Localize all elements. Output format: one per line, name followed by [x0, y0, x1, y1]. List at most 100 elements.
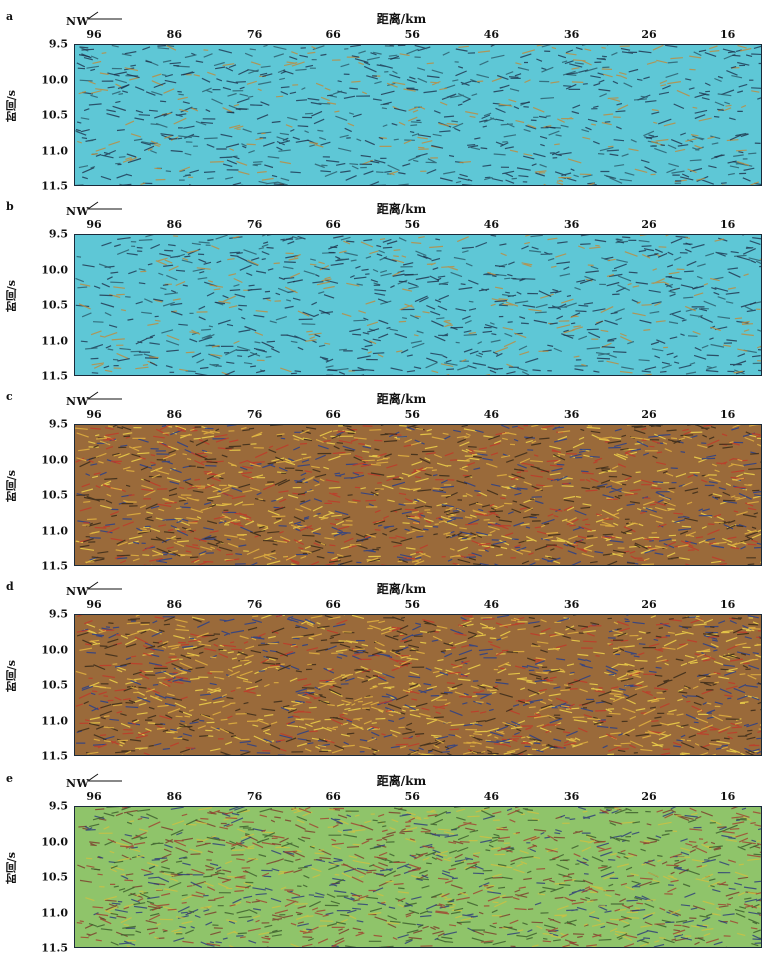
seismic-texture [75, 45, 761, 185]
direction-label: NW [66, 205, 90, 218]
seismic-plot [74, 234, 762, 376]
direction-label: NW [66, 777, 90, 790]
x-tick-labels: 96 86 76 66 56 46 36 26 16 [74, 598, 762, 612]
x-tick-label: 86 [166, 790, 182, 803]
y-tick-label: 11.5 [41, 749, 68, 763]
y-axis-label: 时间/s [5, 470, 18, 503]
direction-arrow-icon [88, 773, 122, 782]
x-tick-label: 66 [325, 598, 341, 611]
direction-indicator: NW [66, 10, 122, 28]
x-tick-label: 86 [166, 218, 182, 231]
y-tick-label: 9.5 [48, 607, 68, 621]
x-tick-label: 26 [641, 598, 657, 611]
y-tick-label: 11.5 [41, 559, 68, 573]
y-axis-label: 时间/s [5, 280, 18, 313]
seismic-event-strokes [76, 615, 761, 755]
x-tick-label: 36 [563, 408, 580, 421]
direction-label: NW [66, 15, 90, 28]
y-tick-label: 10.0 [41, 73, 68, 86]
seismic-event-strokes [75, 45, 761, 185]
panel-b: b NW 距离/km 96 86 76 66 56 46 36 26 16 9.5 10.0 10.… [0, 200, 783, 383]
y-tick-label: 11.5 [41, 369, 68, 383]
y-tick-label: 10.0 [41, 835, 68, 848]
panel-d: d NW 距离/km 96 86 76 66 56 46 36 26 16 9.5 10.0 10.… [0, 580, 783, 763]
seismic-texture [75, 235, 761, 375]
x-tick-label: 16 [719, 598, 736, 611]
y-tick-label: 10.0 [41, 263, 68, 276]
seismic-event-strokes [84, 807, 761, 947]
y-tick-label: 11.0 [41, 144, 68, 157]
seismic-event-strokes [77, 45, 760, 185]
panel-letter: a [6, 10, 14, 23]
x-tick-label: 36 [563, 598, 580, 611]
x-tick-label: 16 [719, 218, 736, 231]
x-tick-label: 66 [325, 790, 341, 803]
x-tick-label: 96 [86, 28, 102, 41]
seismic-event-strokes [75, 615, 761, 755]
x-tick-label: 96 [86, 598, 102, 611]
seismic-texture [75, 615, 761, 755]
x-axis-label: 距离/km [376, 12, 427, 26]
panel-c: c NW 距离/km 96 86 76 66 56 46 36 26 16 9.5 10.0 10.… [0, 390, 783, 573]
y-tick-label: 9.5 [48, 227, 68, 241]
x-tick-label: 16 [719, 790, 736, 803]
x-tick-label: 36 [563, 790, 580, 803]
x-tick-label: 76 [246, 790, 263, 803]
y-tick-labels: 9.5 10.0 10.5 11.0 11.5 [0, 228, 70, 383]
y-tick-label: 9.5 [48, 799, 68, 813]
seismic-event-strokes [75, 235, 761, 375]
x-tick-label: 16 [719, 28, 736, 41]
x-tick-label: 76 [246, 598, 263, 611]
x-tick-labels: 96 86 76 66 56 46 36 26 16 [74, 408, 762, 422]
x-tick-label: 86 [166, 28, 182, 41]
seismic-plot [74, 44, 762, 186]
x-tick-label: 36 [563, 218, 580, 231]
seismic-event-strokes [75, 425, 761, 565]
direction-arrow-icon [88, 201, 122, 210]
seismic-plot [74, 806, 762, 948]
panel-letter: c [6, 390, 13, 403]
y-tick-label: 11.0 [41, 906, 68, 919]
x-axis-label: 距离/km [376, 202, 427, 216]
direction-arrow-icon [88, 391, 122, 400]
y-tick-label: 10.0 [41, 453, 68, 466]
direction-label: NW [66, 395, 90, 408]
x-axis-label: 距离/km [376, 774, 427, 788]
x-tick-label: 26 [641, 790, 657, 803]
x-tick-label: 56 [404, 408, 420, 421]
panel-letter: b [6, 200, 14, 213]
x-tick-label: 46 [483, 408, 500, 421]
x-tick-label: 96 [86, 790, 102, 803]
seismic-texture [75, 807, 761, 947]
direction-arrow-icon [88, 581, 122, 590]
y-tick-label: 10.5 [41, 870, 68, 884]
x-tick-label: 66 [325, 28, 341, 41]
y-tick-labels: 9.5 10.0 10.5 11.0 11.5 [0, 608, 70, 763]
y-tick-label: 10.5 [41, 678, 68, 692]
y-tick-label: 11.0 [41, 334, 68, 347]
seismic-event-strokes [75, 235, 761, 375]
direction-arrow-icon [88, 11, 122, 20]
direction-indicator: NW [66, 200, 122, 218]
panel-letter: e [6, 772, 13, 785]
y-axis-label: 时间/s [5, 852, 18, 885]
x-tick-label: 46 [483, 598, 500, 611]
x-tick-label: 46 [483, 28, 500, 41]
seismic-event-strokes [85, 807, 761, 947]
seismic-event-strokes [88, 807, 761, 947]
x-tick-label: 76 [246, 218, 263, 231]
x-tick-label: 26 [641, 28, 657, 41]
y-tick-label: 11.0 [41, 714, 68, 727]
x-tick-label: 46 [483, 790, 500, 803]
y-tick-label: 10.5 [41, 488, 68, 502]
x-tick-label: 16 [719, 408, 736, 421]
y-axis-label: 时间/s [5, 90, 18, 123]
x-tick-label: 96 [86, 218, 102, 231]
seismic-event-strokes [83, 615, 761, 755]
y-tick-labels: 9.5 10.0 10.5 11.0 11.5 [0, 418, 70, 573]
y-tick-label: 11.5 [41, 179, 68, 193]
x-tick-label: 56 [404, 598, 420, 611]
seismic-plot [74, 424, 762, 566]
x-tick-label: 96 [86, 408, 102, 421]
x-tick-label: 56 [404, 218, 420, 231]
